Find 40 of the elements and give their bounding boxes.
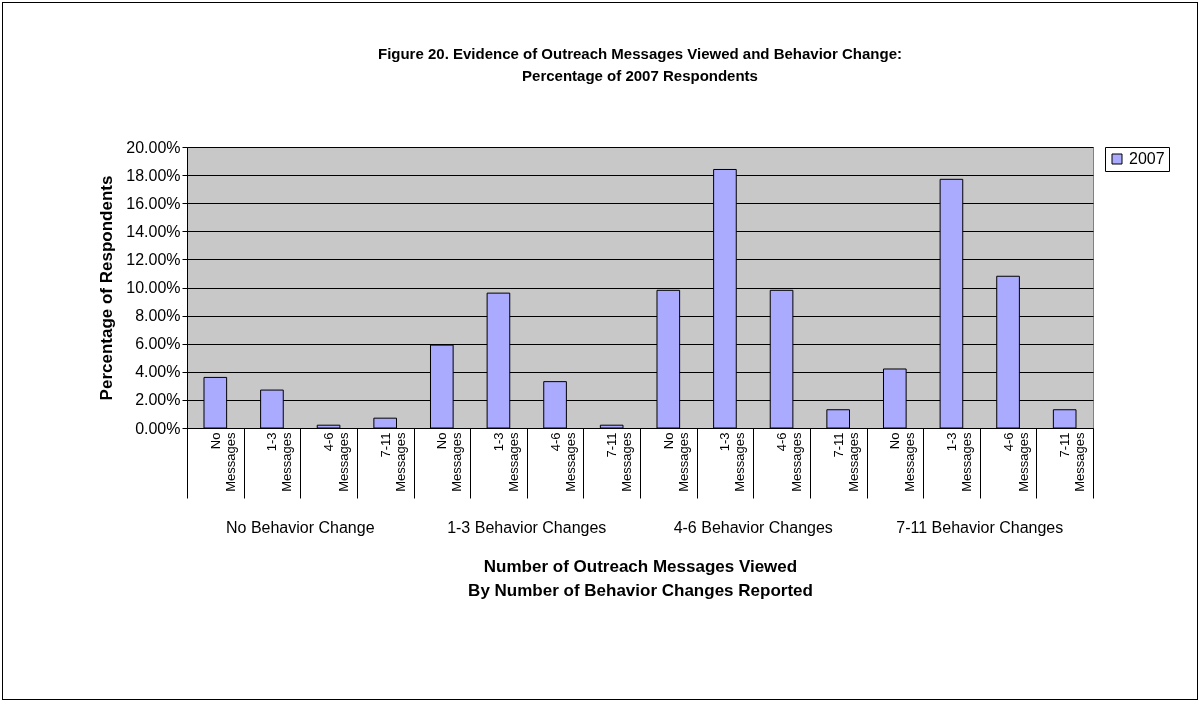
x-tick-label: 7-11 Messages xyxy=(604,432,635,492)
x-tick-label: 7-11 Messages xyxy=(377,432,408,492)
x-tick-label: 4-6 Messages xyxy=(547,432,578,492)
text: No Behavior Change xyxy=(225,519,375,536)
x-tick-label: 4-6 Messages xyxy=(321,432,352,492)
y-tick-label: 2.00% xyxy=(135,391,181,409)
bar xyxy=(826,409,851,429)
x-tick-label: No Messages xyxy=(660,432,691,492)
x-tick-label: 1-3 Messages xyxy=(490,432,521,492)
y-tick-label: 8.00% xyxy=(135,307,181,325)
y-tick-label: 4.00% xyxy=(135,363,181,381)
x-axis-title: Number of Outreach Messages Viewed By Number of Behavior Changes Reported xyxy=(468,557,813,600)
y-tick-label: 18.00% xyxy=(126,166,181,184)
text: 4-6 Behavior Changes xyxy=(673,519,833,536)
x-tick-label: No Messages xyxy=(207,432,238,492)
x-tick-label: 7-11 Messages xyxy=(830,432,861,492)
y-tick-label: 6.00% xyxy=(135,335,181,353)
bar xyxy=(599,424,624,429)
y-tick-label: 12.00% xyxy=(126,250,181,268)
text: 7-11 Behavior Changes xyxy=(896,519,1064,536)
x-tick-label: 1-3 Messages xyxy=(264,432,295,492)
y-tick-label: 10.00% xyxy=(126,279,181,296)
x-tick-label: No Messages xyxy=(887,432,918,492)
y-tick-label: 16.00% xyxy=(126,194,181,212)
x-tick-label: 7-11 Messages xyxy=(1057,432,1088,492)
chart-title: Figure 20. Evidence of Outreach Messages Viewed and Behavior Change: Percentage of 2007 Respondents xyxy=(377,45,903,84)
x-tick-label: 4-6 Messages xyxy=(774,432,805,492)
x-tick-label: No Messages xyxy=(434,432,465,492)
bar xyxy=(1052,409,1077,429)
bar xyxy=(373,417,398,429)
x-tick-label: 1-3 Messages xyxy=(943,432,974,492)
y-tick-label: 14.00% xyxy=(126,222,181,240)
x-tick-label: 4-6 Messages xyxy=(1000,432,1031,492)
y-tick-label: 20.00% xyxy=(126,138,181,156)
y-axis-title: Percentage of Respondents xyxy=(97,175,117,401)
bar xyxy=(316,424,341,429)
y-tick-label: 0.00% xyxy=(135,419,181,437)
text: 1-3 Behavior Changes xyxy=(447,519,607,536)
legend-label: 2007 xyxy=(1129,150,1165,167)
x-tick-label: 1-3 Messages xyxy=(717,432,748,492)
